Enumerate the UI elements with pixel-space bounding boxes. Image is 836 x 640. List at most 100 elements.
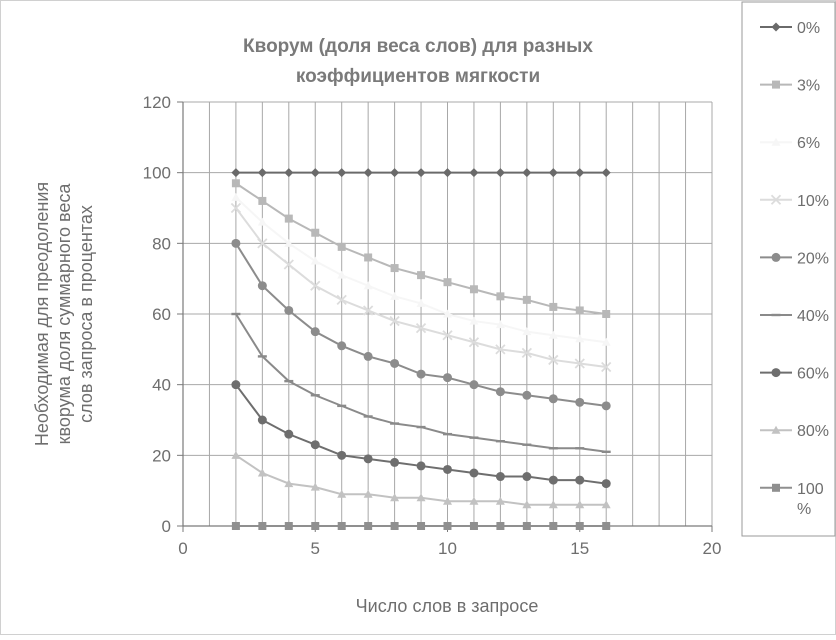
data-point — [284, 305, 294, 315]
data-point — [548, 475, 558, 485]
data-point — [443, 464, 452, 474]
data-point — [443, 309, 452, 318]
x-tick-label: 10 — [438, 539, 457, 558]
data-point — [469, 168, 479, 178]
data-point — [283, 259, 294, 270]
data-point — [468, 337, 480, 348]
data-point — [601, 401, 611, 411]
data-point — [417, 271, 426, 280]
data-point — [574, 358, 585, 369]
data-point — [363, 489, 373, 498]
data-point — [415, 322, 427, 334]
data-point — [416, 369, 426, 379]
y-axis-label-line-1: Необходимая для преодоления — [32, 182, 52, 446]
data-point — [310, 327, 320, 337]
legend-item-9: 100% — [760, 481, 824, 518]
data-point — [390, 457, 400, 467]
data-point — [575, 522, 584, 530]
y-tick-label: 0 — [162, 517, 171, 536]
data-point — [469, 522, 478, 530]
x-tick-label: 5 — [311, 539, 320, 558]
data-point — [284, 238, 294, 247]
data-point — [495, 168, 505, 178]
data-point — [390, 291, 400, 300]
data-point — [284, 214, 293, 223]
data-point — [469, 468, 479, 478]
data-point — [575, 397, 585, 407]
data-point — [575, 475, 585, 485]
y-tick-label: 40 — [152, 376, 171, 395]
x-axis-label: Число слов в запросе — [356, 596, 539, 616]
legend-label: 40% — [797, 308, 829, 325]
data-point — [496, 292, 505, 301]
data-point — [231, 238, 241, 248]
data-point — [390, 493, 400, 502]
data-point — [602, 522, 611, 530]
data-point — [548, 330, 558, 339]
data-point — [390, 264, 399, 273]
data-point — [257, 168, 267, 178]
data-point — [522, 500, 532, 509]
data-point — [258, 196, 267, 205]
legend-label: 3% — [797, 78, 820, 95]
y-tick-label: 120 — [143, 93, 171, 112]
data-point — [443, 168, 452, 178]
data-point — [337, 450, 347, 460]
data-point — [258, 522, 267, 530]
data-point — [442, 330, 453, 341]
data-point — [231, 522, 240, 530]
data-point — [257, 281, 267, 291]
data-point — [231, 192, 241, 201]
data-point — [443, 522, 452, 530]
data-point — [548, 500, 558, 509]
data-point — [601, 500, 611, 509]
legend-label: 10% — [797, 193, 829, 210]
data-point — [310, 482, 320, 491]
data-point — [575, 500, 585, 509]
data-point — [521, 347, 532, 359]
chart-title-line-1: Кворум (доля веса слов) для разных — [243, 36, 593, 57]
series-2 — [231, 179, 611, 318]
series-5 — [231, 238, 611, 411]
series-7 — [231, 380, 611, 489]
data-point — [522, 390, 532, 400]
data-point — [549, 522, 558, 530]
plot-area: 0 20 40 60 80 100 120 0 5 10 15 20 — [143, 93, 722, 558]
legend-label: 60% — [797, 366, 829, 383]
legend-label: % — [797, 501, 811, 518]
data-point — [601, 479, 611, 489]
data-point — [495, 496, 505, 505]
data-point — [230, 202, 242, 214]
legend-label: 0% — [797, 20, 820, 37]
series-1 — [231, 168, 611, 178]
data-point — [363, 351, 373, 361]
data-point — [495, 387, 505, 397]
data-point — [602, 310, 611, 318]
data-point — [390, 522, 399, 530]
data-point — [522, 522, 531, 530]
data-point — [548, 168, 558, 178]
y-tick-label: 100 — [143, 164, 171, 183]
data-point — [575, 168, 585, 178]
data-point — [337, 522, 346, 530]
series-6 — [231, 312, 611, 453]
legend-swatch-marker — [771, 425, 781, 434]
legend-swatch-marker — [771, 137, 781, 146]
legend-label: 6% — [797, 135, 820, 152]
data-point — [363, 168, 373, 178]
data-point — [549, 302, 558, 311]
data-point — [390, 168, 400, 178]
data-point — [416, 461, 426, 471]
data-point — [522, 472, 532, 482]
data-point — [336, 294, 347, 306]
data-point — [416, 493, 426, 502]
data-point — [443, 373, 452, 383]
series-3 — [231, 192, 611, 346]
y-tick-label: 20 — [152, 446, 171, 465]
data-point — [601, 168, 611, 178]
chart-title-line-2: коэффициентов мягкости — [296, 66, 540, 87]
legend-swatch-marker — [770, 194, 782, 205]
series-9 — [231, 522, 611, 530]
